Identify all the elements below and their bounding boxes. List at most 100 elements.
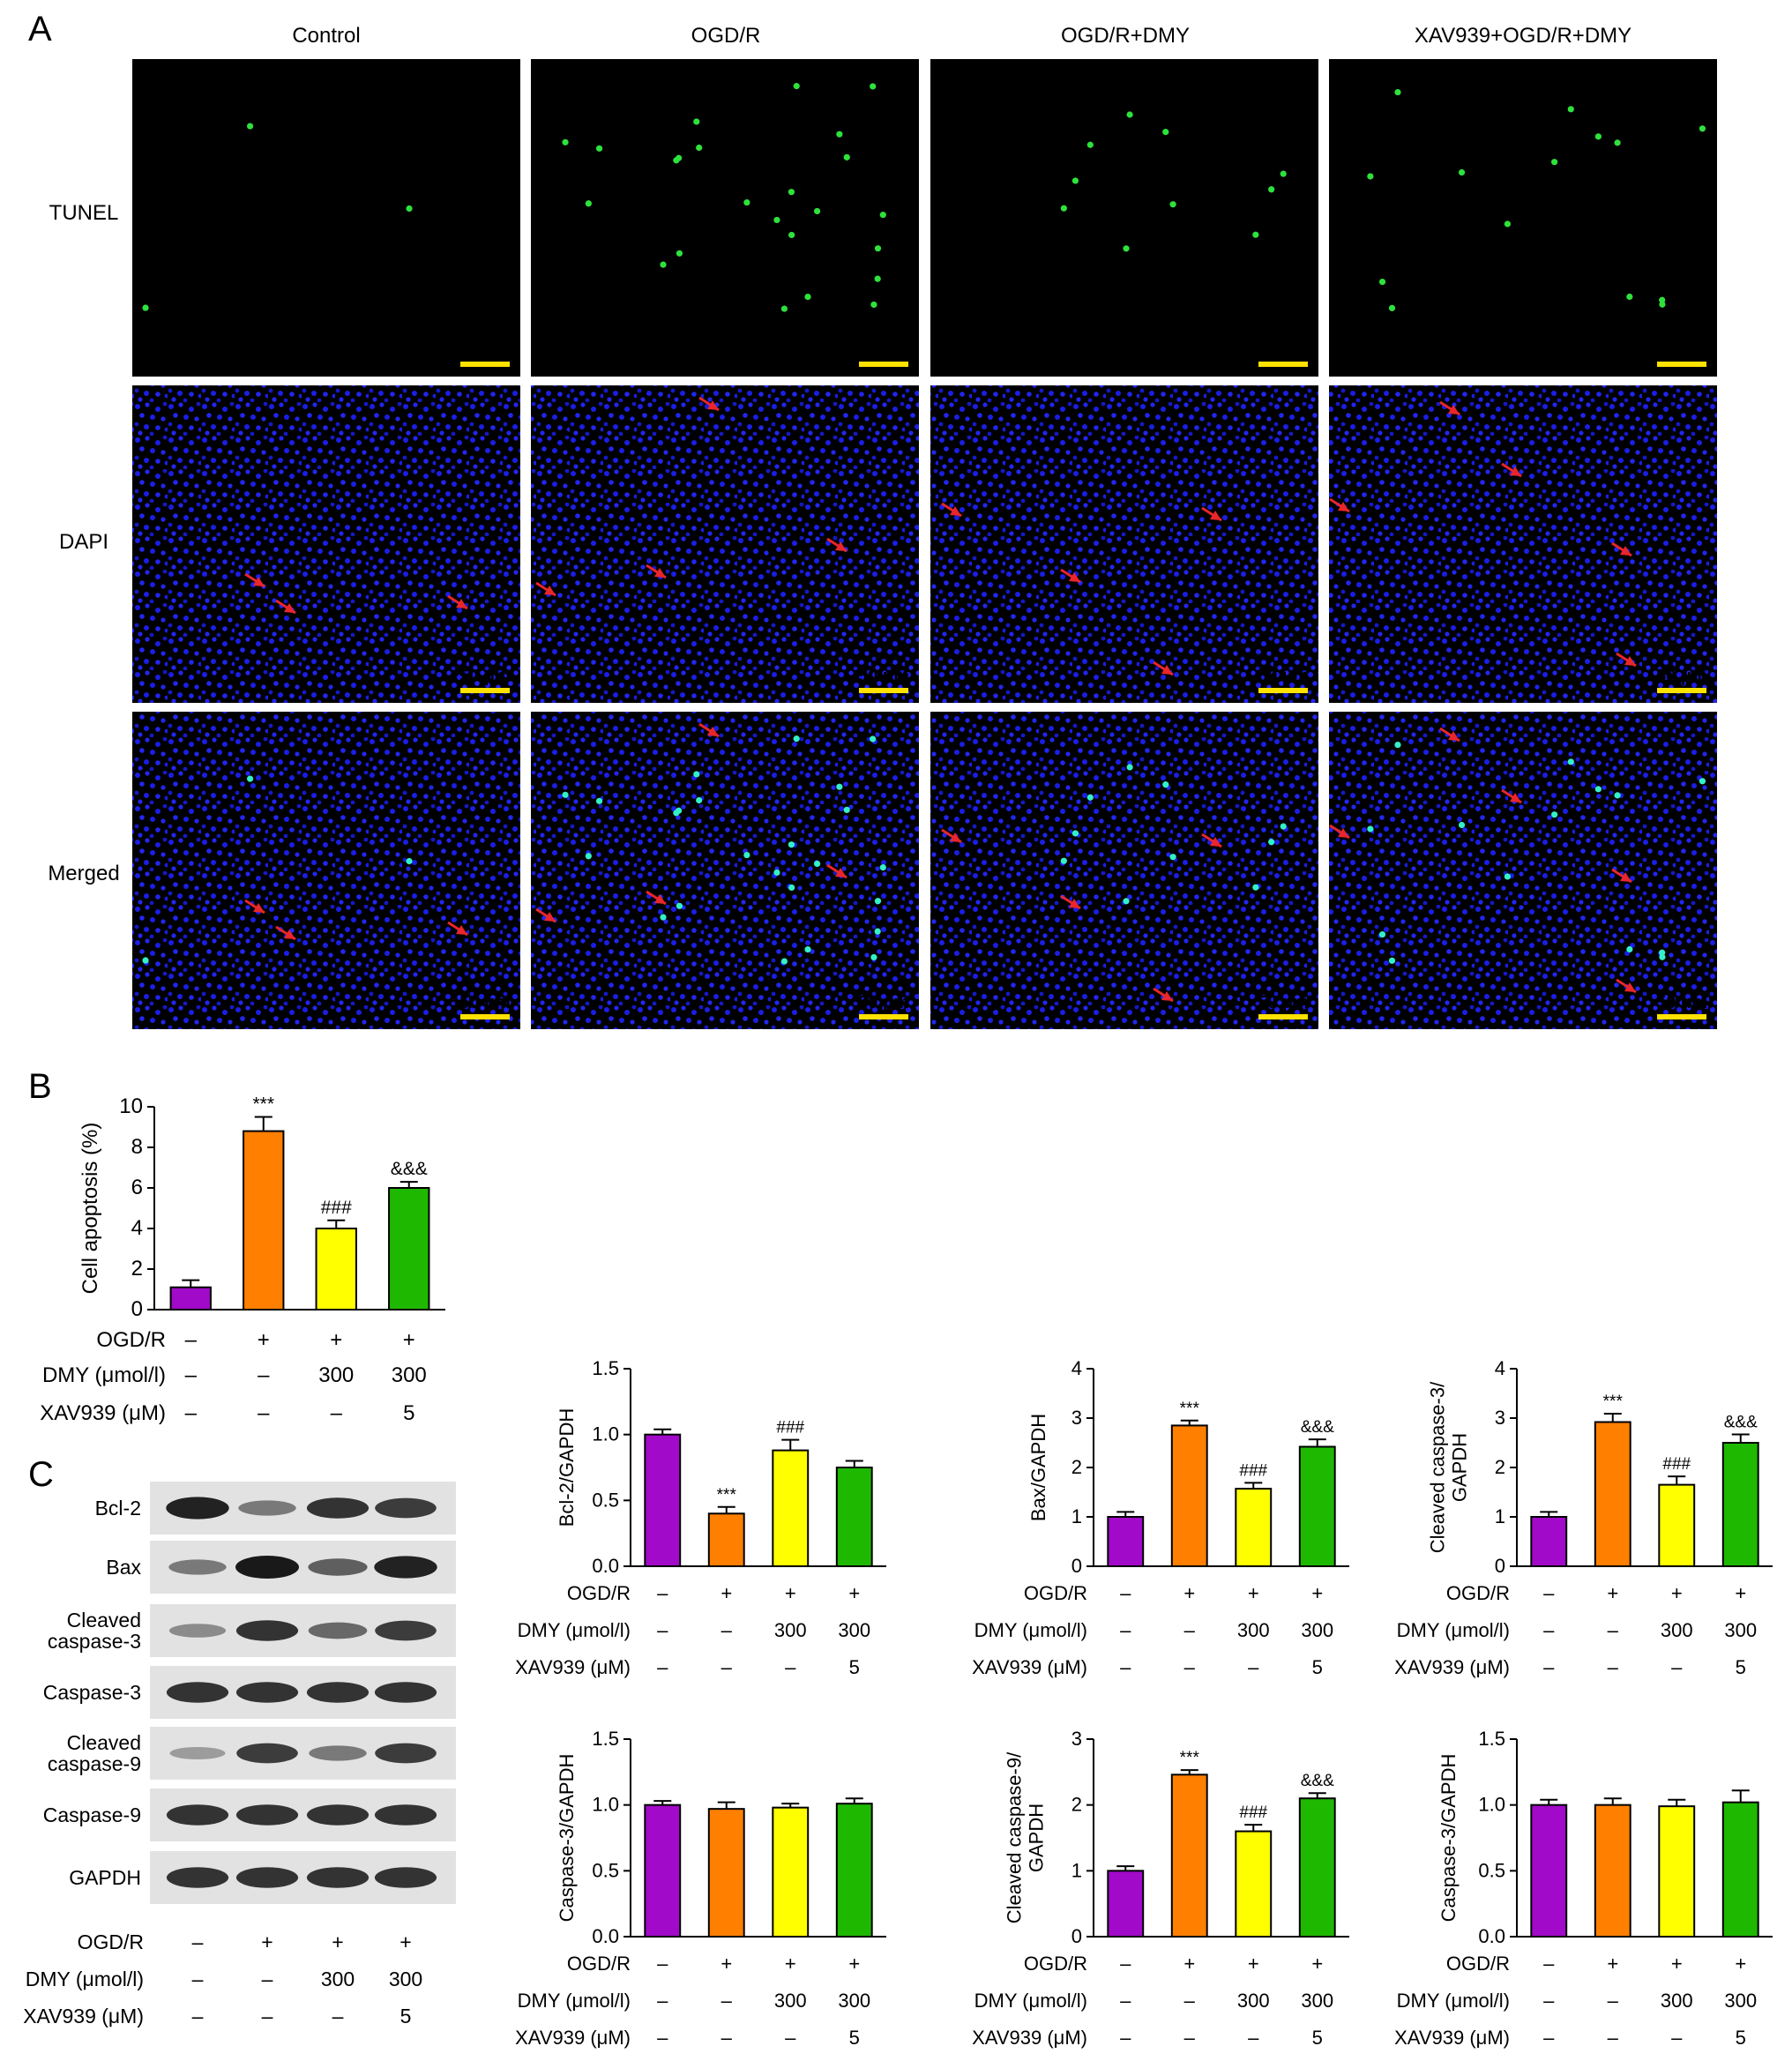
micrograph-image: [1329, 712, 1717, 1029]
bar: [1170, 1774, 1208, 1938]
micrograph-image: [531, 712, 919, 1029]
bar: [1530, 1516, 1568, 1567]
y-axis-label-line: Bcl-2/GAPDH: [556, 1408, 578, 1527]
treatment-label-ogdr: OGD/R: [567, 1953, 631, 1975]
y-tick-label: 3: [1071, 1728, 1082, 1750]
scale-bar: [1258, 688, 1308, 693]
arrow-icon-head: [253, 903, 265, 913]
treatment-xav939: –: [1608, 2027, 1619, 2049]
treatment-label-ogdr: OGD/R: [1446, 1582, 1510, 1604]
tunel-positive-cell: [660, 261, 667, 268]
treatment-dmy: –: [1608, 1619, 1619, 1641]
y-tick-label: 6: [131, 1176, 143, 1199]
blot-band: [306, 1867, 370, 1888]
treatment-xav939: –: [332, 2005, 344, 2027]
treatment-label-dmy: DMY (μmol/l): [974, 1990, 1087, 2012]
blot-band: [236, 1743, 298, 1764]
column-header-ogdr: OGD/R: [691, 24, 761, 48]
column-header-xav939-ogdr-dmy: XAV939+OGD/R+DMY: [1415, 24, 1631, 48]
treatment-label-xav939: XAV939 (μM): [1394, 1656, 1510, 1678]
tunel-positive-cell: [1367, 173, 1374, 180]
treatment-ogdr: –: [1543, 1582, 1555, 1604]
tunel-positive-cell: [874, 275, 881, 282]
micrograph-image: [930, 59, 1318, 377]
blot-row: Caspase-9: [43, 1788, 456, 1841]
tunel-positive-cell: [1280, 170, 1287, 177]
blot-band: [374, 1867, 437, 1888]
tunel-positive-cell: [1378, 930, 1386, 938]
y-tick-label: 10: [119, 1094, 143, 1118]
treatment-label-xav939: XAV939 (μM): [1394, 2027, 1510, 2049]
tunel-positive-cell: [836, 131, 843, 138]
blot-label: Bcl-2: [95, 1497, 141, 1520]
micrograph-tunel-1: 50 μm: [531, 59, 919, 377]
treatment-dmy: –: [262, 1968, 273, 1990]
treatment-dmy: 300: [1724, 1619, 1757, 1641]
tunel-positive-cell: [793, 736, 800, 743]
row-label-merged: Merged: [48, 862, 119, 885]
treatment-label-xav939: XAV939 (μM): [972, 1656, 1087, 1678]
treatment-dmy: 300: [1661, 1619, 1693, 1641]
treatment-xav939: –: [721, 1656, 733, 1678]
scale-bar: [859, 688, 908, 693]
bar: [1658, 1483, 1696, 1567]
treatment-dmy: –: [1184, 1990, 1196, 2012]
tunel-positive-cell: [1567, 758, 1574, 765]
tunel-positive-cell: [673, 810, 680, 817]
treatment-dmy: 300: [321, 1968, 355, 1990]
treatment-label-xav939: XAV939 (μM): [40, 1401, 166, 1425]
tunel-positive-cell: [142, 957, 149, 964]
tunel-positive-cell: [1388, 304, 1396, 311]
significance-label: &&&: [1301, 1418, 1334, 1437]
tunel-positive-cell: [1504, 220, 1512, 228]
panel-label-a: A: [28, 10, 52, 49]
treatment-xav939: –: [1543, 2027, 1555, 2049]
tunel-positive-cell: [813, 207, 821, 215]
treatment-xav939: 5: [1312, 1656, 1323, 1678]
tunel-positive-cell: [874, 245, 882, 252]
y-axis-label-line: Cell apoptosis (%): [78, 1123, 102, 1295]
micrograph-image: [1329, 59, 1717, 377]
treatment-label-ogdr: OGD/R: [78, 1930, 144, 1953]
arrow-icon-head: [1448, 731, 1460, 741]
chart-bcl2-gapdh: 0.0 0.5 1.0 1.5 Bcl-2/GAPDH – – – *** + – – ### +300 –…: [515, 1357, 886, 1678]
tunel-positive-cell: [788, 884, 795, 892]
bar: [772, 1806, 810, 1938]
arrow-icon-head: [654, 894, 666, 904]
arrow-icon-head: [1210, 837, 1221, 847]
scale-bar: [1258, 1014, 1308, 1019]
treatment-xav939: –: [331, 1401, 343, 1425]
tunel-positive-cell: [773, 216, 780, 224]
tunel-positive-cell: [1123, 898, 1130, 905]
treatment-ogdr: –: [1543, 1953, 1555, 1975]
chart-cleaved-caspase3-gapdh: 0 1 2 3 4 Cleaved caspase-3/GAPDH – – – *** + – – ###…: [1394, 1357, 1773, 1678]
tunel-positive-cell: [1252, 231, 1259, 238]
arrow-icon-head: [1624, 656, 1636, 666]
micrograph-dapi-1: 50 μm: [531, 385, 919, 703]
treatment-xav939: 5: [849, 2027, 860, 2049]
treatment-label-ogdr: OGD/R: [1024, 1953, 1087, 1975]
chart-cell-apoptosis: 0 2 4 6 8 10 Cell apoptosis (%) – – – *** + – – ### +30…: [40, 1094, 445, 1425]
micrograph-tunel-2: 50 μm: [930, 59, 1318, 377]
tunel-positive-cell: [1626, 945, 1633, 953]
bar: [1721, 1442, 1759, 1567]
treatment-dmy: 300: [774, 1990, 807, 2012]
y-axis-label: Cleaved caspase-9/GAPDH: [1003, 1751, 1047, 1923]
tunel-positive-cell: [1086, 794, 1094, 801]
arrow-icon-head: [1624, 982, 1636, 992]
row-label-tunel: TUNEL: [49, 201, 119, 225]
treatment-dmy: 300: [1301, 1990, 1333, 2012]
treatment-xav939: –: [657, 1656, 668, 1678]
y-tick-label: 0.5: [592, 1859, 619, 1881]
treatment-dmy: 300: [1237, 1990, 1270, 2012]
tunel-positive-cell: [693, 118, 700, 125]
y-tick-label: 1.5: [1478, 1728, 1505, 1750]
treatment-dmy: –: [1184, 1619, 1196, 1641]
scale-bar-label: 50 μm: [459, 993, 511, 1012]
scale-bar-label: 50 μm: [459, 667, 511, 686]
blot-band: [238, 1500, 296, 1516]
y-tick-label: 0: [1071, 1555, 1082, 1577]
treatment-dmy: 300: [1661, 1990, 1693, 2012]
blot-band: [306, 1497, 370, 1519]
y-tick-label: 8: [131, 1135, 143, 1159]
